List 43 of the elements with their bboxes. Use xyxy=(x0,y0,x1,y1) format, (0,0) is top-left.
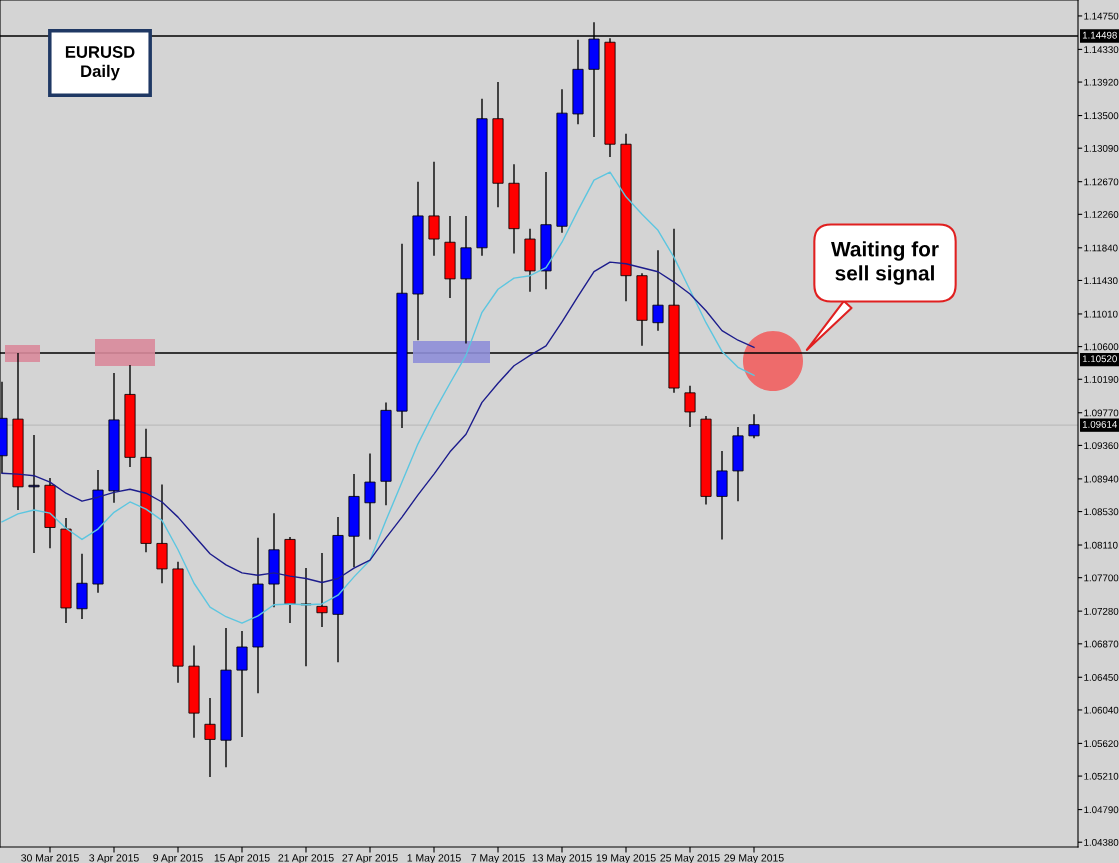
y-tick-label: 1.04380 xyxy=(1084,838,1119,846)
x-tick-label: 29 May 2015 xyxy=(724,854,784,863)
x-tick-label: 30 Mar 2015 xyxy=(21,854,79,862)
y-tick-label: 1.14750 xyxy=(1084,12,1119,20)
y-tick-label: 1.13090 xyxy=(1084,144,1119,152)
y-tick-label: 1.07700 xyxy=(1084,574,1119,582)
y-tick-label: 1.11430 xyxy=(1084,277,1118,285)
x-tick-label: 15 Apr 2015 xyxy=(214,854,270,863)
y-tick-label: 1.06870 xyxy=(1084,640,1119,648)
y-tick-label: 1.05620 xyxy=(1084,740,1119,748)
y-tick-label: 1.05210 xyxy=(1084,772,1119,780)
y-tick-label: 1.11840 xyxy=(1084,244,1118,252)
y-tick-label: 1.12670 xyxy=(1084,178,1119,186)
x-tick-label: 25 May 2015 xyxy=(660,854,720,863)
y-tick-label: 1.06450 xyxy=(1084,674,1119,681)
y-tick-label: 1.07280 xyxy=(1084,607,1119,615)
y-tick-label: 1.13920 xyxy=(1084,78,1119,86)
x-tick-label: 27 Apr 2015 xyxy=(342,854,398,863)
y-tick-label: 1.08530 xyxy=(1084,508,1119,516)
y-tick-label: 1.08940 xyxy=(1084,475,1119,483)
ref-line-label: 1.14498 xyxy=(1082,31,1117,39)
y-tick-label: 1.14330 xyxy=(1084,46,1119,54)
x-tick-label: 3 Apr 2015 xyxy=(89,854,139,863)
y-tick-label: 1.10190 xyxy=(1084,376,1119,383)
x-tick-label: 21 Apr 2015 xyxy=(278,854,334,863)
y-tick-label: 1.08110 xyxy=(1084,541,1118,549)
x-tick-label: 1 May 2015 xyxy=(407,854,461,863)
y-tick-label: 1.09770 xyxy=(1084,409,1119,417)
x-tick-label: 7 May 2015 xyxy=(471,854,525,863)
y-tick-label: 1.06040 xyxy=(1084,706,1119,714)
text: Waiting for sell signal xyxy=(831,241,939,285)
ref-line-label: 1.10520 xyxy=(1082,355,1117,363)
y-tick-label: 1.10600 xyxy=(1084,343,1119,351)
y-tick-label: 1.04790 xyxy=(1084,806,1119,814)
y-tick-label: 1.09360 xyxy=(1084,442,1119,450)
x-tick-label: 9 Apr 2015 xyxy=(153,854,203,863)
y-tick-label: 1.12260 xyxy=(1084,211,1119,218)
ref-line-label: 1.09614 xyxy=(1082,420,1118,428)
y-tick-label: 1.11010 xyxy=(1084,310,1118,318)
x-tick-label: 13 May 2015 xyxy=(532,854,592,863)
text: EURUSD Daily xyxy=(65,46,135,81)
x-tick-label: 19 May 2015 xyxy=(596,854,656,863)
y-tick-label: 1.13500 xyxy=(1084,112,1119,120)
